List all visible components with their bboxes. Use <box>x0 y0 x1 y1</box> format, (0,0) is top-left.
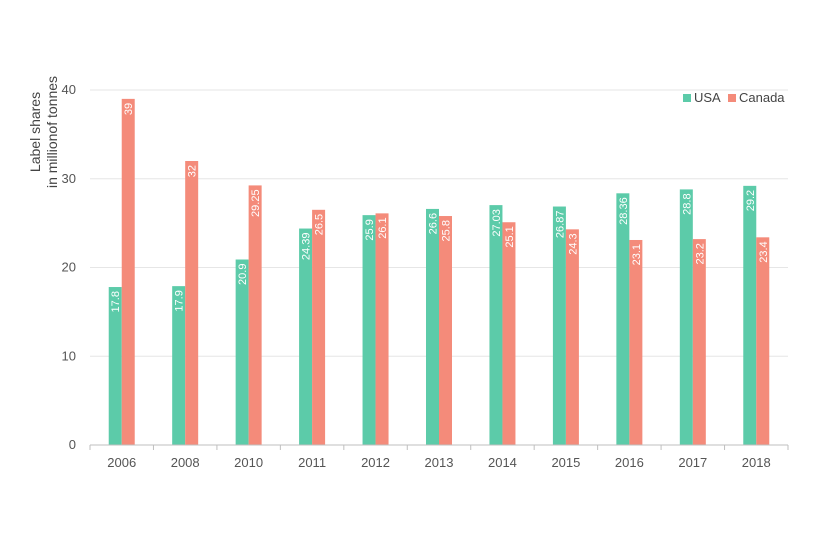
data-label: 24.3 <box>567 233 579 254</box>
x-tick-label: 2017 <box>678 455 707 470</box>
bar-usa-2018 <box>743 185 757 445</box>
bar-canada-2008 <box>185 161 199 445</box>
bar-usa-2016 <box>616 193 630 445</box>
bar-usa-2008 <box>172 286 186 445</box>
data-label: 27.03 <box>491 209 503 237</box>
bar-canada-2017 <box>692 239 706 445</box>
bar-usa-2011 <box>299 228 313 445</box>
x-tick-label: 2013 <box>425 455 454 470</box>
data-label: 28.8 <box>681 193 693 214</box>
y-tick-label: 0 <box>69 437 76 452</box>
x-tick-label: 2010 <box>234 455 263 470</box>
data-label: 29.2 <box>745 190 757 211</box>
legend: USA Canada <box>683 90 785 105</box>
x-tick-label: 2016 <box>615 455 644 470</box>
data-label: 26.6 <box>428 213 440 234</box>
data-label: 17.9 <box>174 290 186 311</box>
data-label: 25.1 <box>504 226 516 247</box>
bar-canada-2010 <box>248 185 262 445</box>
data-label: 32 <box>187 165 199 177</box>
legend-label-canada: Canada <box>739 90 785 105</box>
bar-canada-2015 <box>565 229 579 445</box>
bar-canada-2016 <box>629 239 643 445</box>
x-tick-label: 2015 <box>551 455 580 470</box>
x-tick-label: 2006 <box>107 455 136 470</box>
bar-usa-2010 <box>235 259 249 445</box>
data-label: 28.36 <box>618 197 630 225</box>
data-label: 24.39 <box>301 233 313 261</box>
data-label: 26.5 <box>314 214 326 235</box>
bar-canada-2011 <box>312 209 326 445</box>
data-label: 17.8 <box>110 291 122 312</box>
y-tick-label: 10 <box>62 348 76 363</box>
data-label: 26.87 <box>554 211 566 239</box>
legend-swatch-usa <box>683 94 691 102</box>
x-tick-label: 2012 <box>361 455 390 470</box>
y-tick-label: 30 <box>62 171 76 186</box>
data-label: 39 <box>123 103 135 115</box>
bar-usa-2006 <box>108 287 122 445</box>
bar-usa-2013 <box>426 208 439 445</box>
y-tick-label: 40 <box>62 82 76 97</box>
bar-canada-2018 <box>756 237 770 445</box>
data-label: 29.25 <box>250 189 262 217</box>
data-label: 26.1 <box>377 217 389 238</box>
y-axis-title-line-1: Label shares <box>27 92 43 172</box>
legend-label-usa: USA <box>694 90 721 105</box>
data-label: 23.2 <box>694 243 706 264</box>
x-tick-label: 2008 <box>171 455 200 470</box>
data-label: 23.1 <box>631 244 643 265</box>
data-label: 25.8 <box>441 220 453 241</box>
bar-usa-2012 <box>362 215 376 445</box>
data-label: 25.9 <box>364 219 376 240</box>
bar-usa-2017 <box>679 189 693 445</box>
y-tick-label: 20 <box>62 260 76 275</box>
bar-canada-2006 <box>121 98 135 445</box>
bar-usa-2014 <box>489 205 503 445</box>
data-label: 20.9 <box>237 264 249 285</box>
data-label: 23.4 <box>758 241 770 262</box>
x-tick-label: 2011 <box>298 455 326 470</box>
axes: 0 10 20 30 40 2006 2008 2010 2011 2012 2013 2014 201… <box>62 82 789 470</box>
x-tick-label: 2018 <box>742 455 771 470</box>
bar-canada-2013 <box>439 216 452 445</box>
y-axis-title-line-2: in millionof tonnes <box>44 76 60 188</box>
bars <box>108 98 770 445</box>
bar-canada-2014 <box>502 222 516 445</box>
bar-usa-2015 <box>552 206 566 445</box>
legend-swatch-canada <box>728 94 736 102</box>
x-tick-label: 2014 <box>488 455 517 470</box>
bar-canada-2012 <box>375 213 389 445</box>
